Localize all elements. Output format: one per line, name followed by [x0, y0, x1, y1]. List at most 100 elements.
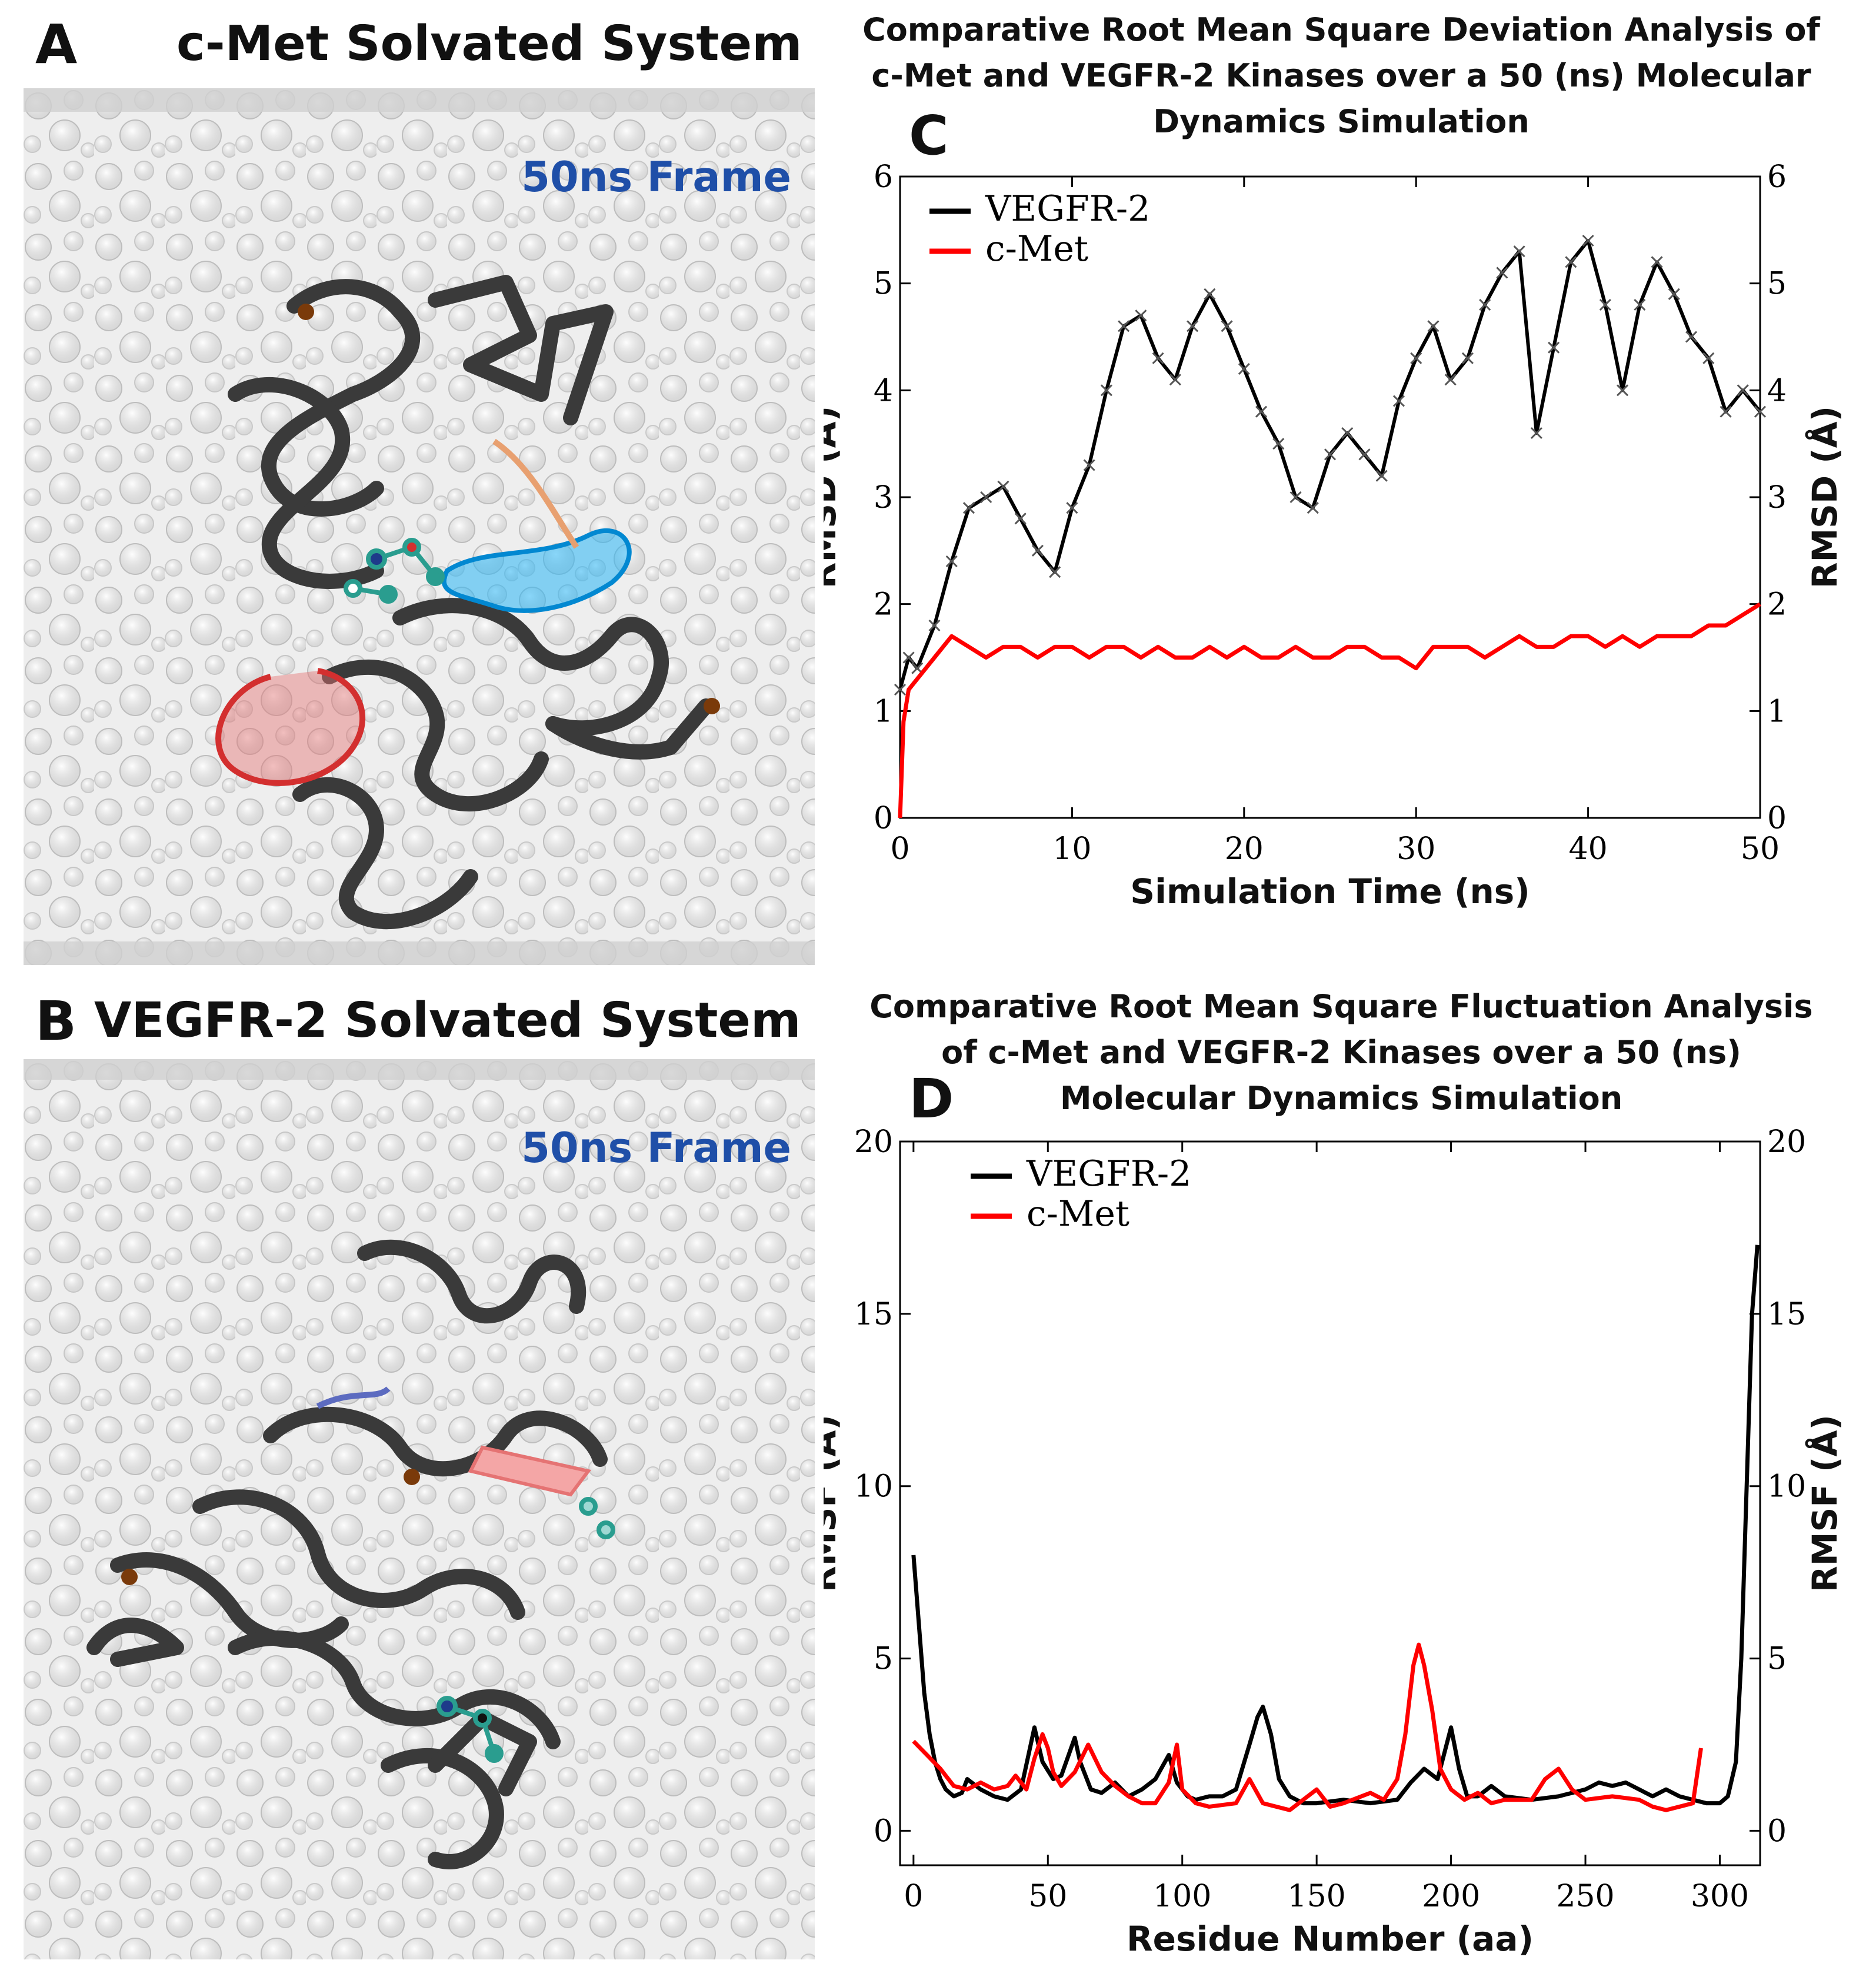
panel-d-letter: D	[909, 1067, 954, 1130]
y-tick-label: 4	[874, 373, 893, 408]
y-tick-label: 10	[854, 1469, 893, 1505]
x-tick-label: 50	[1028, 1879, 1067, 1914]
c-met-cyan-loop	[441, 528, 632, 613]
c-met-frame-label: 50ns Frame	[521, 153, 791, 201]
y-tick-label-right: 2	[1767, 587, 1787, 623]
data-point	[894, 683, 907, 696]
data-point	[1634, 298, 1646, 311]
legend-label: c-Met	[1027, 1193, 1129, 1234]
y-tick-label-right: 5	[1767, 1642, 1787, 1677]
rmsd-title-line-3: Dynamics Simulation	[1153, 103, 1530, 140]
panel-a-letter: A	[35, 13, 78, 76]
panel-b-title: VEGFR-2 Solvated System	[94, 993, 801, 1049]
data-point	[962, 502, 975, 514]
x-tick-label: 150	[1288, 1879, 1346, 1914]
y-tick-label-right: 0	[1767, 1813, 1787, 1849]
data-point	[1737, 384, 1749, 397]
data-point	[1375, 470, 1388, 482]
data-point	[1204, 288, 1216, 300]
data-point	[902, 651, 915, 664]
y-tick-label: 1	[874, 694, 893, 729]
ligand-cmet	[344, 538, 445, 604]
series-line-vegfr-2	[898, 239, 1762, 690]
data-point	[945, 555, 958, 568]
y-tick-label: 3	[874, 480, 893, 515]
x-tick-label: 100	[1153, 1879, 1211, 1914]
data-point	[1049, 566, 1061, 578]
data-point	[1548, 341, 1560, 354]
series-line-vegfr-2	[911, 1244, 1760, 1806]
rmsd-chart-title: Comparative Root Mean Square Deviation A…	[835, 7, 1847, 145]
data-point	[1530, 427, 1542, 440]
y-tick-label-right: 6	[1767, 159, 1787, 195]
data-point	[1720, 405, 1732, 418]
data-point	[997, 480, 1009, 492]
data-point	[1169, 374, 1181, 386]
y-tick-label-right: 1	[1767, 694, 1787, 729]
plot-frame	[899, 175, 1761, 819]
x-tick-label: 250	[1556, 1879, 1614, 1914]
rmsd-title-line-2: c-Met and VEGFR-2 Kinases over a 50 (ns)…	[871, 57, 1811, 94]
data-point	[1565, 256, 1577, 268]
data-point	[1582, 234, 1594, 247]
y-tick-label: 6	[874, 159, 893, 195]
y-axis-title: RMSF (Å)	[824, 1415, 844, 1592]
rmsf-chart-title: Comparative Root Mean Square Fluctuation…	[835, 984, 1847, 1122]
x-axis-title: Residue Number (aa)	[1127, 1919, 1534, 1959]
x-axis-title: Simulation Time (ns)	[1130, 871, 1530, 911]
data-point	[1255, 405, 1268, 418]
y-axis-title-right: RMSD (Å)	[1804, 406, 1845, 588]
y-axis-title-right: RMSF (Å)	[1804, 1415, 1845, 1592]
data-point	[1187, 320, 1199, 332]
legend-label: VEGFR-2	[985, 188, 1150, 229]
x-tick-label: 200	[1422, 1879, 1480, 1914]
y-tick-label: 0	[874, 1813, 893, 1849]
x-tick-label: 30	[1397, 831, 1435, 867]
panel-a-title: c-Met Solvated System	[176, 16, 802, 72]
y-tick-label: 20	[854, 1124, 893, 1160]
rmsd-title-line-1: Comparative Root Mean Square Deviation A…	[862, 11, 1820, 48]
data-point	[1479, 298, 1491, 311]
data-point	[1410, 352, 1422, 364]
y-tick-label: 2	[874, 587, 893, 623]
data-point	[1100, 384, 1112, 397]
data-point	[980, 491, 992, 504]
vegfr2-molecular-render: 50ns Frame	[24, 1059, 815, 1959]
rmsf-title-line-3: Molecular Dynamics Simulation	[1059, 1080, 1623, 1117]
vegfr2-ribbon	[86, 1239, 608, 1869]
data-point	[1014, 513, 1027, 525]
data-point	[1358, 448, 1371, 461]
data-point	[1599, 298, 1611, 311]
data-point	[1221, 320, 1233, 332]
data-point	[1341, 427, 1354, 440]
data-point	[1513, 245, 1525, 258]
data-point	[1685, 331, 1698, 343]
data-point	[1307, 502, 1319, 514]
data-point	[1427, 320, 1440, 332]
data-point	[1031, 544, 1044, 557]
y-tick-label-right: 0	[1767, 801, 1787, 836]
data-point	[1083, 459, 1095, 471]
c-met-protein-image	[24, 88, 815, 965]
data-point	[1135, 310, 1147, 322]
series-line-c-met	[912, 1642, 1703, 1812]
c-met-red-loop	[215, 668, 366, 786]
vegfr2-blue-loop	[316, 1386, 391, 1409]
data-point	[928, 619, 941, 632]
x-tick-label: 40	[1569, 831, 1608, 867]
data-point	[1702, 352, 1715, 364]
y-tick-label: 5	[874, 1642, 893, 1677]
x-tick-label: 0	[890, 831, 909, 867]
data-point	[1617, 384, 1629, 397]
y-tick-label-right: 5	[1767, 267, 1787, 302]
ligand-vegfr2	[436, 1497, 615, 1763]
c-met-molecular-render: 50ns Frame	[24, 88, 815, 965]
y-tick-label: 0	[874, 801, 893, 836]
data-point	[1272, 438, 1285, 450]
y-tick-label-right: 3	[1767, 480, 1787, 515]
data-point	[1651, 256, 1663, 268]
data-point	[1444, 374, 1457, 386]
y-tick-label-right: 15	[1767, 1297, 1806, 1332]
data-point	[1461, 352, 1474, 364]
